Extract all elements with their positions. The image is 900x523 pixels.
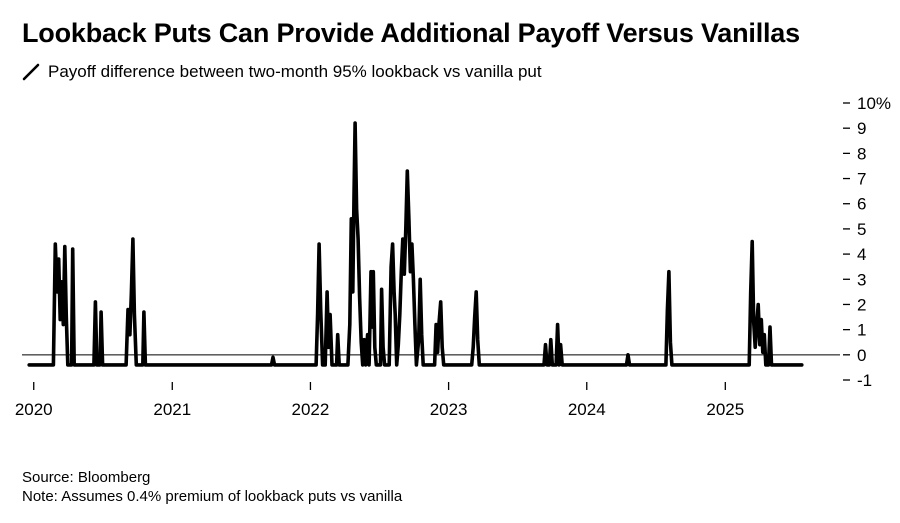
chart-legend: Payoff difference between two-month 95% … (22, 62, 542, 82)
diagonal-line-icon (22, 63, 40, 81)
x-tick-label: 2022 (292, 400, 330, 419)
y-tick-label: 2 (857, 295, 866, 314)
y-tick-label: 0 (857, 346, 866, 365)
chart-title: Lookback Puts Can Provide Additional Pay… (22, 18, 800, 48)
y-tick-label: 9 (857, 119, 866, 138)
y-tick-label: 6 (857, 195, 866, 214)
source-note: Source: Bloomberg (22, 469, 151, 486)
x-tick-label: 2023 (430, 400, 468, 419)
y-tick-label: 3 (857, 270, 866, 289)
y-tick-label: 8 (857, 144, 866, 163)
y-tick-label: 7 (857, 170, 866, 189)
y-tick-label: 4 (857, 245, 866, 264)
x-tick-label: 2020 (15, 400, 53, 419)
series-line (27, 121, 804, 367)
y-tick-label: -1 (857, 371, 872, 390)
y-tick-label: 5 (857, 220, 866, 239)
y-tick-label: 10% (857, 94, 891, 113)
x-axis: 2020 2021 2022 2023 2024 2025 (15, 382, 744, 419)
assumption-note: Note: Assumes 0.4% premium of lookback p… (22, 488, 403, 505)
legend-label: Payoff difference between two-month 95% … (48, 62, 542, 81)
x-tick-label: 2025 (706, 400, 744, 419)
x-tick-label: 2021 (153, 400, 191, 419)
chart-footer: Source: Bloomberg Note: Assumes 0.4% pre… (22, 468, 402, 506)
series-layer (27, 121, 804, 367)
y-axis: -1 0 1 2 3 4 5 6 7 8 9 10% (843, 94, 891, 390)
x-tick-label: 2024 (568, 400, 606, 419)
y-tick-label: 1 (857, 321, 866, 340)
